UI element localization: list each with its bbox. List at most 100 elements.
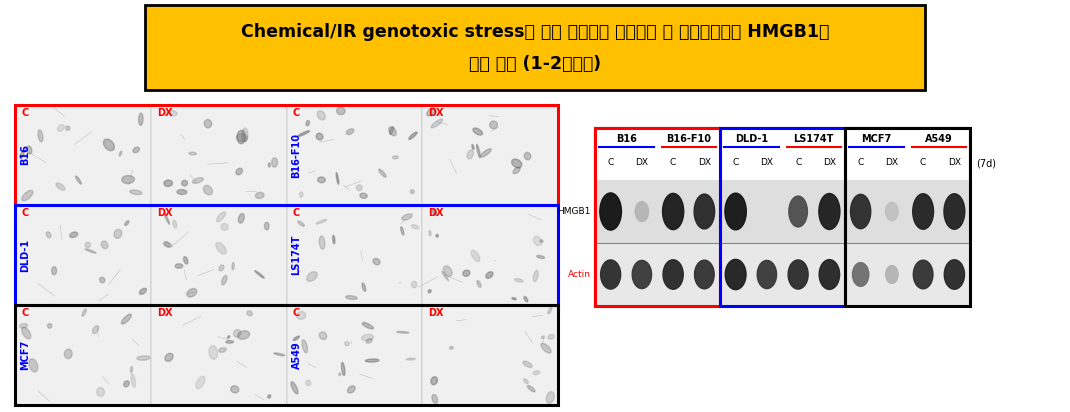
Ellipse shape [137,356,150,360]
Bar [845,243,970,306]
Ellipse shape [173,220,177,228]
Ellipse shape [121,314,132,324]
Bar [15,305,151,405]
Bar [287,105,423,205]
Ellipse shape [523,361,532,368]
Ellipse shape [296,311,306,319]
Text: DX: DX [428,308,444,318]
Ellipse shape [524,152,531,160]
Ellipse shape [362,283,366,291]
Ellipse shape [600,193,622,230]
Ellipse shape [694,260,714,289]
Ellipse shape [944,194,965,229]
Text: C: C [21,308,28,318]
Ellipse shape [397,331,409,333]
Text: C: C [608,158,614,167]
Ellipse shape [129,190,142,194]
Ellipse shape [85,242,91,248]
Text: DX: DX [428,208,444,218]
Ellipse shape [124,381,129,387]
Bar [595,128,720,306]
Ellipse shape [914,260,933,289]
Ellipse shape [76,176,81,184]
Ellipse shape [131,367,133,372]
Ellipse shape [443,266,453,276]
Ellipse shape [86,249,96,253]
Ellipse shape [100,277,105,283]
Ellipse shape [139,288,147,294]
Ellipse shape [164,242,172,247]
Ellipse shape [256,192,264,199]
Text: MCF7: MCF7 [861,134,891,144]
Ellipse shape [183,257,188,264]
Ellipse shape [432,395,438,403]
Ellipse shape [70,232,78,238]
Ellipse shape [219,265,224,271]
Ellipse shape [227,336,230,338]
Text: LS174T: LS174T [291,235,302,275]
Bar [423,305,557,405]
Ellipse shape [886,202,898,221]
Ellipse shape [235,168,243,175]
Bar [845,180,970,243]
Ellipse shape [187,288,197,297]
Bar [15,205,557,305]
Ellipse shape [346,296,357,300]
Text: (7d): (7d) [976,158,996,168]
Ellipse shape [547,391,554,403]
Ellipse shape [511,159,522,168]
Ellipse shape [177,190,187,194]
Ellipse shape [411,190,414,194]
Bar [720,180,845,243]
Ellipse shape [348,386,355,393]
Ellipse shape [21,190,33,201]
Ellipse shape [119,151,122,156]
Ellipse shape [221,276,227,285]
Ellipse shape [851,194,871,229]
Bar [287,305,423,405]
Ellipse shape [725,259,746,290]
Bar [146,5,924,90]
Ellipse shape [196,376,205,389]
Bar [845,128,970,306]
Text: B16-F10: B16-F10 [667,134,712,144]
Ellipse shape [316,133,323,140]
Text: HMGB1: HMGB1 [557,207,591,216]
Bar [423,205,557,305]
Ellipse shape [104,139,114,151]
Text: C: C [292,208,300,218]
Ellipse shape [356,185,362,191]
Ellipse shape [293,336,300,340]
Text: B16: B16 [616,134,637,144]
Bar [15,105,557,205]
Ellipse shape [319,236,325,249]
Ellipse shape [19,323,28,328]
Ellipse shape [541,336,545,339]
Ellipse shape [534,236,541,246]
Text: C: C [670,158,676,167]
Text: C: C [733,158,738,167]
Ellipse shape [366,339,372,343]
Text: DX: DX [823,158,836,167]
Ellipse shape [533,270,538,282]
Ellipse shape [122,176,135,184]
Ellipse shape [886,265,898,283]
Ellipse shape [409,132,417,139]
Ellipse shape [302,340,307,353]
Ellipse shape [341,363,345,375]
Ellipse shape [524,297,528,302]
Ellipse shape [431,119,443,128]
Ellipse shape [193,178,203,183]
Ellipse shape [318,177,325,183]
Bar [151,305,287,405]
Ellipse shape [317,219,326,224]
Ellipse shape [477,281,482,287]
Ellipse shape [164,213,169,225]
Ellipse shape [548,335,554,339]
Text: C: C [857,158,863,167]
Ellipse shape [46,232,51,238]
Ellipse shape [333,235,335,243]
Ellipse shape [820,260,840,289]
Ellipse shape [725,193,746,230]
Ellipse shape [528,386,535,392]
